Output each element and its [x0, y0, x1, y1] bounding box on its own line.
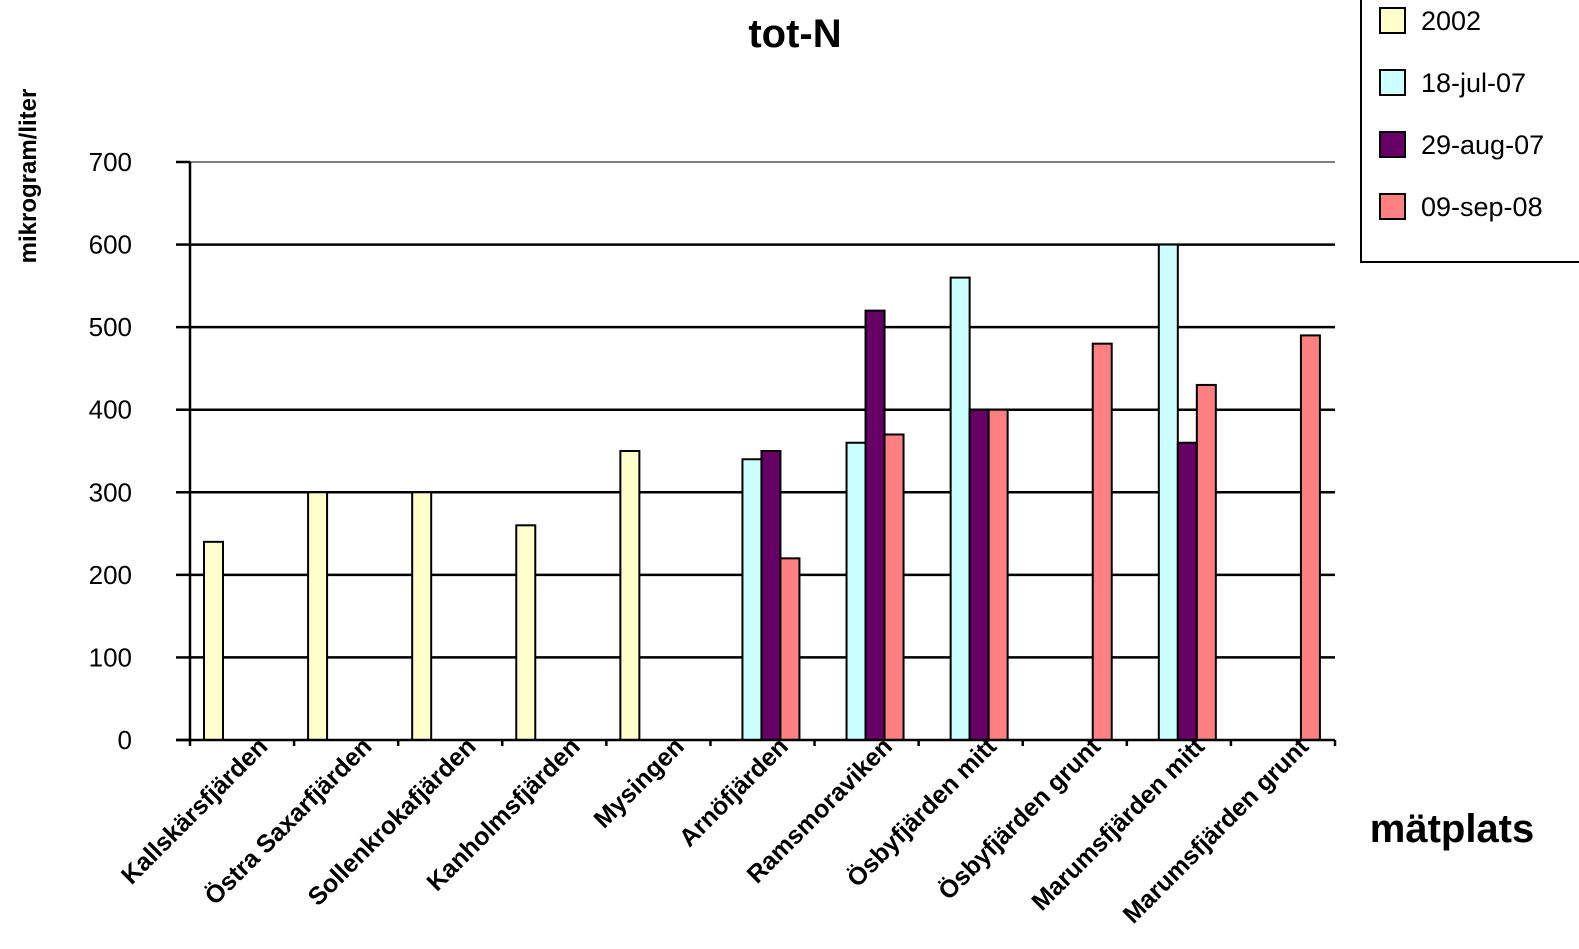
- legend-label-29-aug-07: 29-aug-07: [1421, 130, 1544, 160]
- y-tick-label: 600: [89, 230, 132, 260]
- bar-29-aug-07-Marumsfjärden mitt: [1176, 441, 1198, 741]
- legend: 2002 18-jul-07 29-aug-07 09-sep-08: [1360, 0, 1579, 263]
- legend-label-18-jul-07: 18-jul-07: [1421, 68, 1526, 98]
- bar-09-sep-08-Ösbyfjärden grunt: [1091, 342, 1113, 741]
- y-axis-title: mikrogram/liter: [15, 89, 42, 264]
- bar-09-sep-08-Marumsfjärden mitt: [1195, 383, 1217, 741]
- x-tick-label: Mysingen: [588, 732, 689, 833]
- plot-area: 0100200300400500600700KallskärsfjärdenÖs…: [89, 147, 1337, 929]
- bar-09-sep-08-Arnöfjärden: [779, 557, 801, 741]
- y-tick-label: 100: [89, 642, 132, 672]
- bar-2002-Östra Saxarfjärden: [307, 491, 329, 741]
- y-tick-label: 400: [89, 395, 132, 425]
- bar-29-aug-07-Ösbyfjärden mitt: [968, 408, 990, 741]
- y-tick-label: 300: [89, 477, 132, 507]
- bar-2002-Kallskärsfjärden: [203, 540, 224, 741]
- bar-09-sep-08-Ösbyfjärden mitt: [987, 408, 1009, 741]
- legend-swatch-18-jul-07: [1379, 69, 1406, 96]
- legend-label-09-sep-08: 09-sep-08: [1421, 192, 1543, 222]
- bar-2002-Sollenkrokafjärden: [411, 491, 433, 741]
- bar-09-sep-08-Marumsfjärden grunt: [1299, 334, 1321, 741]
- x-tick-label: Östra Saxarfjärden: [199, 732, 378, 911]
- bar-18-jul-07-Marumsfjärden mitt: [1157, 243, 1179, 741]
- bar-29-aug-07-Ramsmoraviken: [864, 309, 886, 741]
- y-tick-label: 200: [89, 560, 132, 590]
- bar-2002-Mysingen: [619, 450, 641, 741]
- chart-title: tot-N: [748, 12, 841, 56]
- legend-swatch-2002: [1379, 7, 1406, 34]
- y-tick-label: 700: [89, 147, 132, 177]
- bar-18-jul-07-Ramsmoraviken: [845, 441, 867, 741]
- x-tick-label: Marumsfjärden grunt: [1118, 732, 1315, 929]
- bar-2002-Kanholmsfjärden: [515, 524, 537, 741]
- bar-18-jul-07-Ösbyfjärden mitt: [949, 276, 971, 741]
- bar-18-jul-07-Arnöfjärden: [741, 458, 763, 741]
- x-tick-label: Marumsfjärden mitt: [1026, 732, 1210, 916]
- legend-swatch-29-aug-07: [1379, 131, 1406, 158]
- bar-09-sep-08-Ramsmoraviken: [883, 433, 905, 741]
- y-tick-label: 0: [118, 725, 132, 755]
- bar-29-aug-07-Arnöfjärden: [760, 450, 782, 741]
- legend-swatch-09-sep-08: [1379, 193, 1406, 220]
- legend-label-2002: 2002: [1421, 6, 1481, 36]
- x-axis-title: mätplats: [1370, 807, 1535, 851]
- y-tick-label: 500: [89, 312, 132, 342]
